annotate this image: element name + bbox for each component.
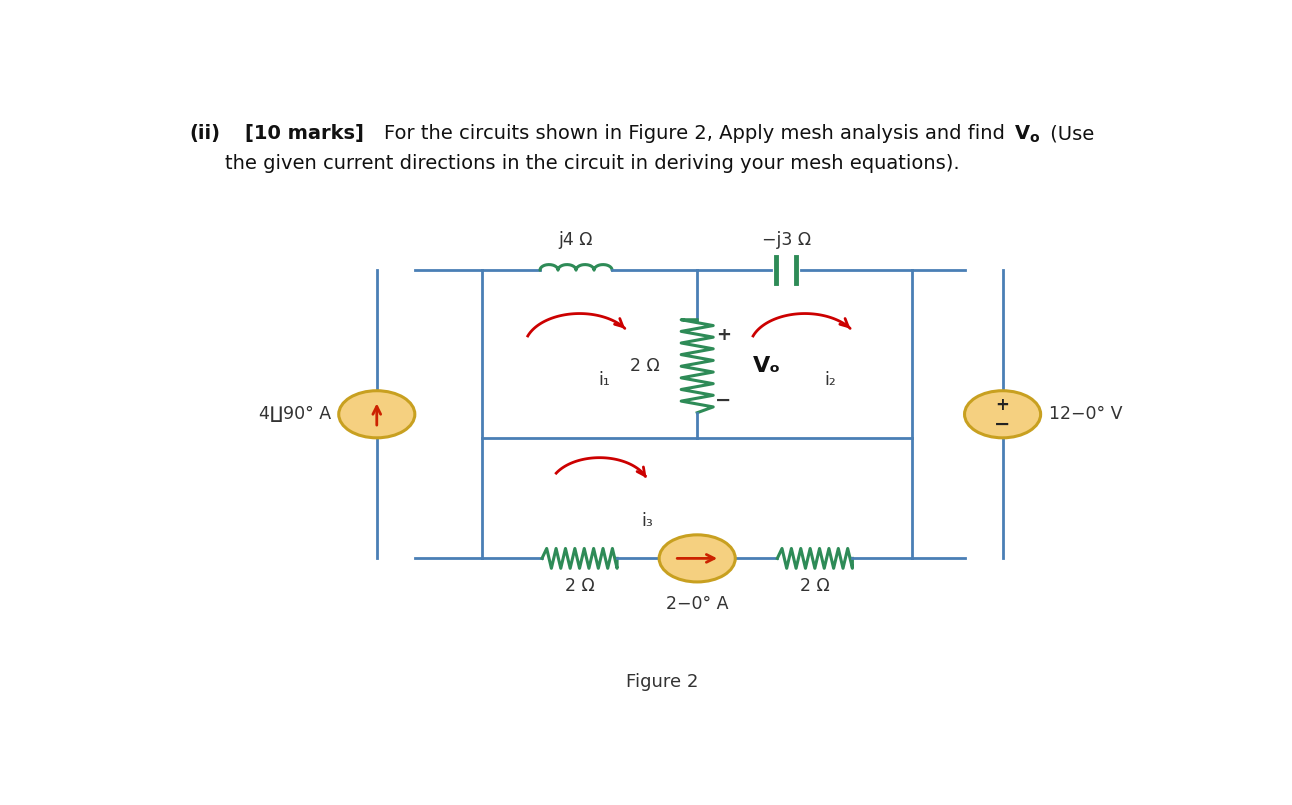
- Text: 4∐90° A: 4∐90° A: [258, 405, 331, 423]
- Text: +: +: [716, 326, 731, 345]
- Text: For the circuits shown in Figure 2, Apply mesh analysis and find: For the circuits shown in Figure 2, Appl…: [384, 124, 1005, 143]
- Text: −j3 Ω: −j3 Ω: [762, 231, 811, 250]
- Text: i₃: i₃: [642, 512, 654, 530]
- Text: Figure 2: Figure 2: [625, 673, 699, 691]
- Text: −: −: [714, 390, 731, 410]
- Text: Vₒ: Vₒ: [753, 357, 782, 376]
- Text: i₁: i₁: [598, 371, 611, 389]
- Text: V: V: [1014, 124, 1030, 143]
- Text: −: −: [995, 415, 1010, 434]
- Circle shape: [339, 390, 415, 438]
- Circle shape: [659, 535, 735, 582]
- Text: (Use: (Use: [1044, 124, 1094, 143]
- Text: the given current directions in the circuit in deriving your mesh equations).: the given current directions in the circ…: [225, 154, 959, 173]
- Text: o: o: [1030, 131, 1039, 145]
- Circle shape: [965, 390, 1040, 438]
- Text: i₂: i₂: [824, 371, 836, 389]
- Text: [10 marks]: [10 marks]: [244, 124, 363, 143]
- Text: 2 Ω: 2 Ω: [630, 357, 660, 375]
- Text: 12−0° V: 12−0° V: [1049, 405, 1123, 423]
- Text: 2 Ω: 2 Ω: [800, 576, 829, 595]
- Text: 2 Ω: 2 Ω: [565, 576, 594, 595]
- Text: 2−0° A: 2−0° A: [665, 595, 729, 613]
- Text: j4 Ω: j4 Ω: [558, 231, 593, 250]
- Text: +: +: [996, 396, 1009, 414]
- Text: (ii): (ii): [190, 124, 221, 143]
